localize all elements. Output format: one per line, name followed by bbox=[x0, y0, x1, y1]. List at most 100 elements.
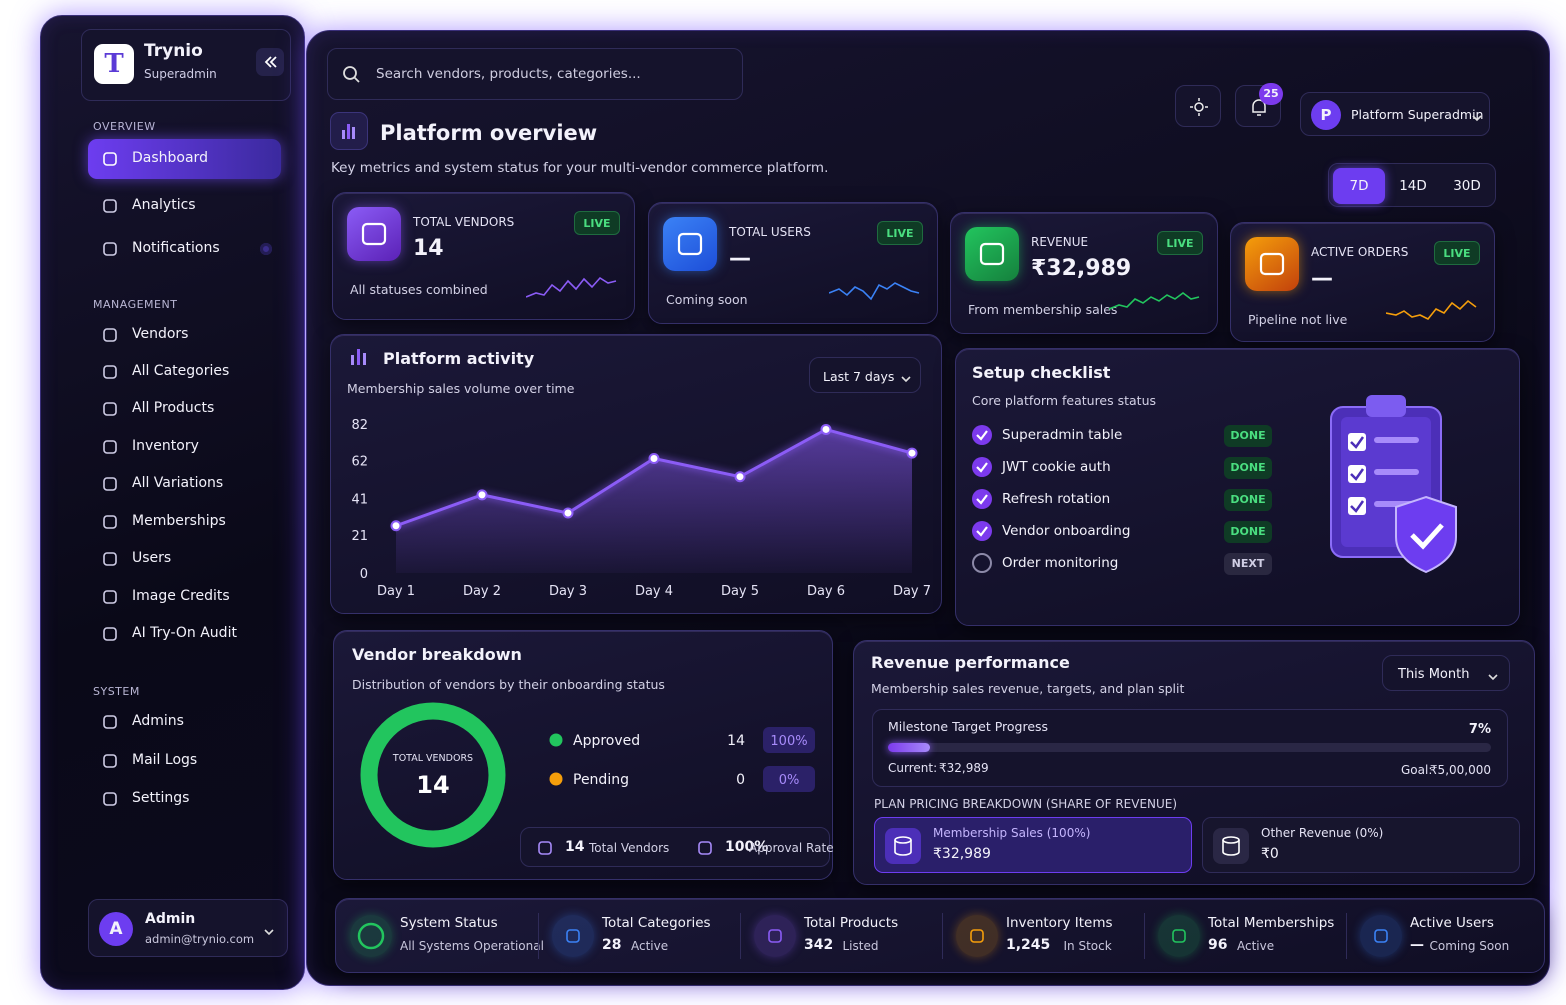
nav-item[interactable]: Image Credits bbox=[88, 577, 281, 617]
check-circle bbox=[972, 457, 992, 477]
header-icon bbox=[330, 112, 368, 150]
nav-item[interactable]: Inventory bbox=[88, 427, 281, 467]
brand-name: Trynio bbox=[144, 41, 203, 61]
divider bbox=[740, 913, 741, 959]
live-badge: LIVE bbox=[877, 221, 923, 245]
nav-label: Users bbox=[132, 550, 172, 566]
kpi-value: ₹32,989 bbox=[1031, 256, 1132, 281]
panel-title: Vendor breakdown bbox=[352, 645, 522, 664]
status-value: 28 bbox=[602, 937, 622, 953]
profile-name: Platform Superadmin bbox=[1351, 107, 1484, 122]
nav-label: Inventory bbox=[132, 438, 199, 454]
sidebar: T Trynio Superadmin OVERVIEW Dashboard Analyt… bbox=[40, 15, 305, 990]
nav-section-title: SYSTEM bbox=[93, 685, 140, 698]
nav-item[interactable]: Admins bbox=[88, 702, 281, 742]
nav-item[interactable]: AI Try-On Audit bbox=[88, 614, 281, 654]
nav-item[interactable]: Settings bbox=[88, 779, 281, 819]
status-badge: DONE bbox=[1224, 425, 1272, 447]
nav-icon bbox=[100, 712, 120, 732]
dropdown-label: This Month bbox=[1398, 667, 1470, 682]
nav-label: Admins bbox=[132, 713, 184, 729]
kpi-card: TOTAL VENDORS 14 All statuses combined LIVE bbox=[332, 192, 635, 320]
progress-fill bbox=[888, 743, 931, 752]
nav-item[interactable]: Mail Logs bbox=[88, 741, 281, 781]
status-badge: NEXT bbox=[1224, 553, 1272, 575]
progress-track bbox=[888, 743, 1491, 752]
nav-item[interactable]: Notifications bbox=[88, 229, 281, 269]
nav-label: Dashboard bbox=[132, 150, 208, 166]
search-placeholder: Search vendors, products, categories... bbox=[376, 66, 641, 82]
check-label: Order monitoring bbox=[1002, 555, 1119, 571]
nav-icon bbox=[100, 474, 120, 494]
nav-item[interactable]: All Products bbox=[88, 389, 281, 429]
kpi-icon bbox=[1245, 237, 1299, 291]
user-box[interactable]: A Admin admin@trynio.com bbox=[88, 899, 288, 957]
nav-label: Settings bbox=[132, 790, 190, 806]
nav-icon bbox=[100, 196, 120, 216]
divider bbox=[538, 913, 539, 959]
nav-item[interactable]: Vendors bbox=[88, 315, 281, 355]
nav-icon bbox=[100, 789, 120, 809]
nav-icon bbox=[100, 437, 120, 457]
range-option[interactable]: 14D bbox=[1399, 178, 1427, 194]
range-option-active[interactable]: 7D bbox=[1333, 168, 1385, 204]
nav-item[interactable]: Users bbox=[88, 539, 281, 579]
divider bbox=[1144, 913, 1145, 959]
current-label: Current: bbox=[888, 761, 938, 775]
nav-item[interactable]: All Variations bbox=[88, 464, 281, 504]
profile-menu[interactable]: P Platform Superadmin bbox=[1300, 92, 1490, 136]
nav-item[interactable]: Memberships bbox=[88, 502, 281, 542]
footer-icon bbox=[695, 838, 715, 858]
status-title: System Status bbox=[400, 915, 498, 931]
kpi-value: — bbox=[729, 246, 751, 271]
footer-label: Total Vendors bbox=[589, 841, 670, 855]
user-chevron bbox=[263, 923, 275, 936]
breakdown-title: PLAN PRICING BREAKDOWN (SHARE OF REVENUE… bbox=[874, 797, 1178, 811]
nav-item[interactable]: All Categories bbox=[88, 352, 281, 392]
collapse-button[interactable] bbox=[256, 48, 284, 76]
nav-label: Mail Logs bbox=[132, 752, 198, 768]
range-option[interactable]: 30D bbox=[1453, 178, 1481, 194]
nav-label: Analytics bbox=[132, 197, 196, 213]
current-value: ₹32,989 bbox=[939, 761, 989, 775]
footer-value: 14 bbox=[565, 839, 585, 855]
plan-icon bbox=[885, 828, 921, 864]
kpi-label: TOTAL VENDORS bbox=[413, 215, 515, 229]
plan-icon bbox=[1213, 828, 1249, 864]
status-icon bbox=[754, 915, 796, 957]
milestone-box: Milestone Target Progress 7% Current: ₹32,9… bbox=[872, 709, 1508, 787]
nav-item[interactable]: Analytics bbox=[88, 186, 281, 226]
nav-label: All Variations bbox=[132, 475, 224, 491]
profile-chevron bbox=[1471, 109, 1483, 122]
period-dropdown[interactable]: This Month bbox=[1382, 655, 1510, 691]
notification-dot bbox=[260, 243, 272, 255]
check-label: Vendor onboarding bbox=[1002, 523, 1131, 539]
sparkline bbox=[828, 279, 921, 305]
page-subtitle: Key metrics and system status for your m… bbox=[331, 160, 829, 176]
nav-section-title: MANAGEMENT bbox=[93, 298, 178, 311]
brand-role: Superadmin bbox=[144, 67, 217, 81]
status-icon bbox=[350, 915, 392, 957]
status-detail: In Stock bbox=[1063, 939, 1112, 953]
nav-label: AI Try-On Audit bbox=[132, 625, 237, 641]
panel-title: Revenue performance bbox=[871, 653, 1070, 672]
live-badge: LIVE bbox=[1434, 241, 1480, 265]
nav-item-active[interactable]: Dashboard bbox=[88, 139, 281, 179]
theme-button[interactable] bbox=[1175, 85, 1221, 127]
range-dropdown[interactable]: Last 7 days bbox=[809, 357, 921, 393]
nav-icon bbox=[100, 751, 120, 771]
profile-avatar: P bbox=[1311, 100, 1341, 130]
status-title: Total Memberships bbox=[1208, 915, 1335, 931]
revenue-panel: Revenue performance Membership sales reve… bbox=[853, 640, 1535, 885]
brand-box: T Trynio Superadmin bbox=[81, 29, 291, 101]
panel-subtitle: Distribution of vendors by their onboard… bbox=[352, 677, 665, 692]
search-box[interactable]: Search vendors, products, categories... bbox=[327, 48, 743, 100]
milestone-percent: 7% bbox=[1468, 722, 1491, 737]
footer-icon bbox=[535, 838, 555, 858]
status-badge: DONE bbox=[1224, 521, 1272, 543]
nav-icon bbox=[100, 399, 120, 419]
live-badge: LIVE bbox=[574, 211, 620, 235]
kpi-note: Pipeline not live bbox=[1248, 312, 1348, 327]
nav-icon bbox=[100, 149, 120, 169]
nav-section-title: OVERVIEW bbox=[93, 120, 156, 133]
